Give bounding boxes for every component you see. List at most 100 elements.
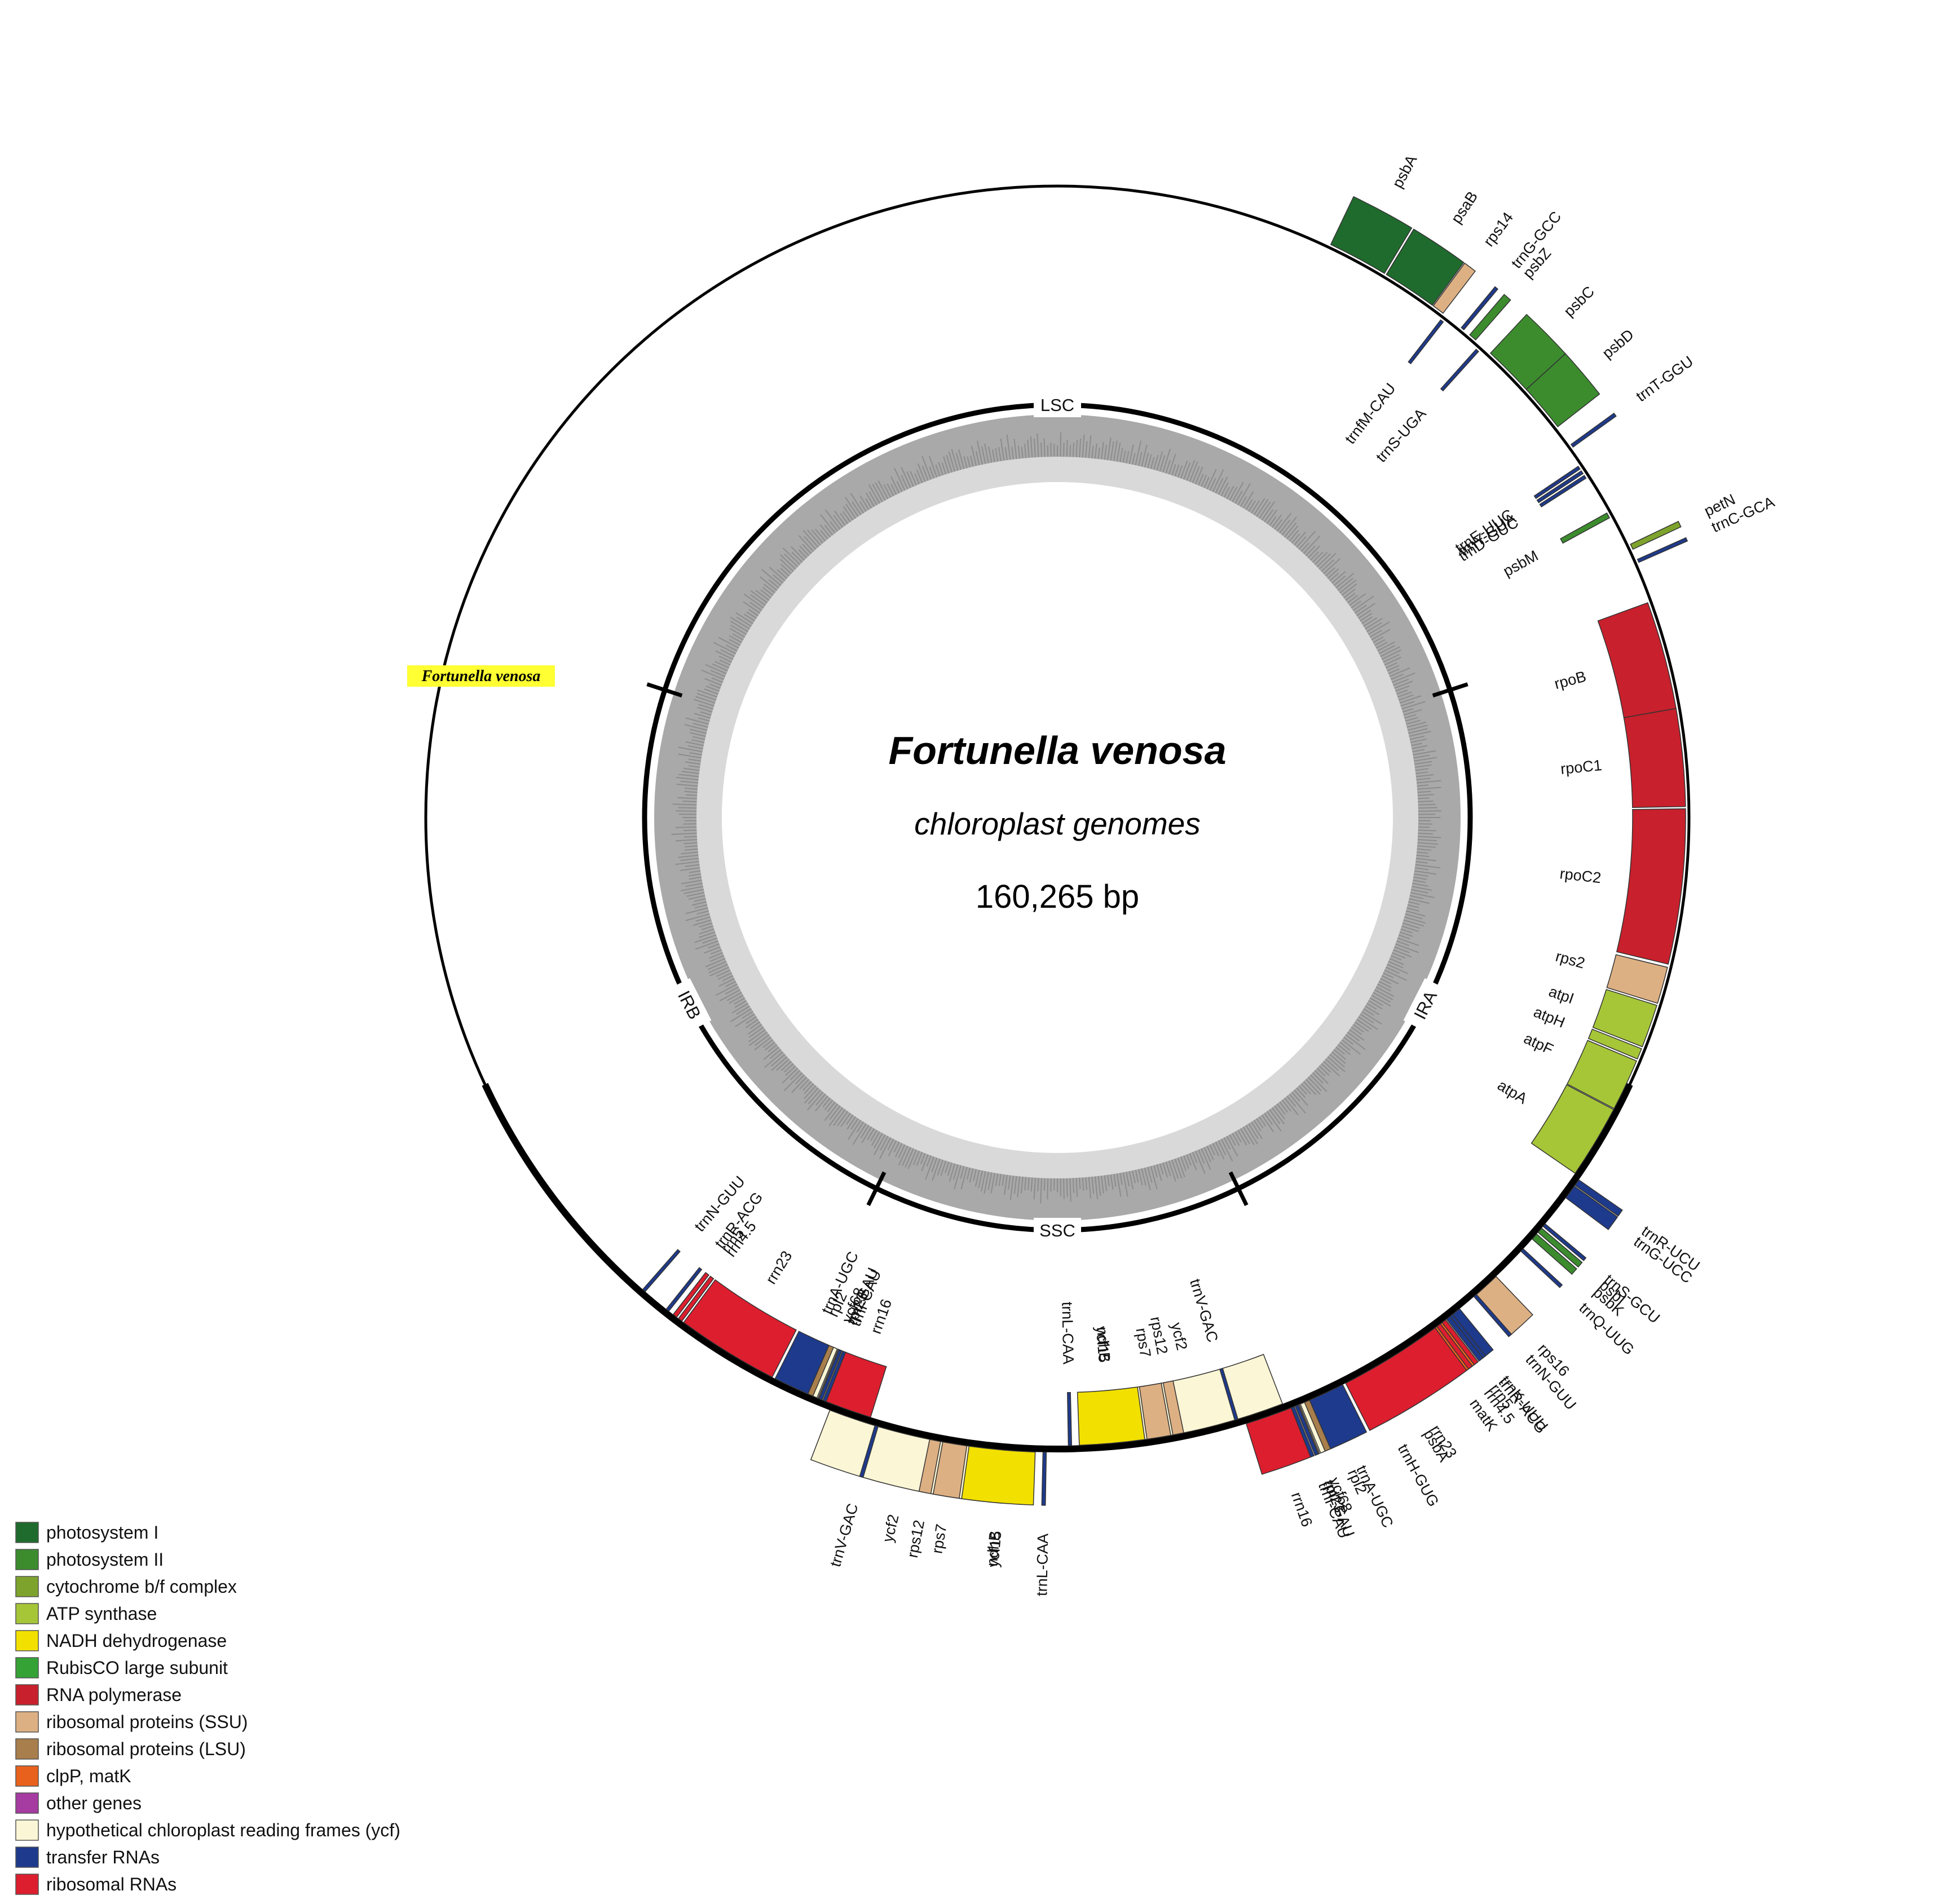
gc-spike <box>784 553 799 568</box>
gc-spike <box>1351 1026 1362 1035</box>
gc-spike <box>1366 622 1382 633</box>
gc-spike <box>1253 498 1265 515</box>
gc-spike <box>705 958 726 968</box>
gc-spike <box>1356 603 1375 616</box>
gc-spike <box>1291 533 1300 544</box>
gc-spike <box>719 659 731 666</box>
gc-spike <box>780 563 792 575</box>
gc-spike <box>1415 861 1428 864</box>
gc-spike <box>1248 1123 1259 1139</box>
gc-spike <box>1409 895 1424 899</box>
gc-spike <box>896 481 903 492</box>
gc-spike <box>1234 491 1243 504</box>
gc-spike <box>1410 738 1427 743</box>
gc-spike <box>1417 848 1431 851</box>
gc-spike <box>1406 907 1419 912</box>
gc-spike <box>1368 1000 1383 1010</box>
gc-spike <box>1013 438 1017 460</box>
gc-spike <box>1168 1160 1176 1182</box>
gc-spike <box>1189 1153 1197 1170</box>
gc-spike <box>678 854 699 858</box>
gc-spike <box>693 919 712 926</box>
gc-spike <box>1030 1177 1033 1192</box>
gene-block-trna-ugc <box>774 1331 830 1395</box>
gc-spike <box>777 569 788 579</box>
gc-spike <box>1245 1125 1258 1145</box>
gc-spike <box>1407 725 1428 731</box>
gc-spike <box>824 509 841 530</box>
gc-spike <box>1361 616 1373 624</box>
gc-spike <box>822 1097 831 1107</box>
gc-spike <box>1390 674 1404 681</box>
gc-spike <box>749 1021 761 1030</box>
gc-spike <box>780 559 794 572</box>
gc-spike <box>1329 1054 1345 1068</box>
gc-spike <box>1075 440 1078 457</box>
gc-spike <box>814 528 826 542</box>
gc-spike <box>902 1147 911 1166</box>
gc-spike <box>1085 1177 1087 1190</box>
gene-block-trnd-guc <box>1539 475 1587 507</box>
gc-spike <box>1153 454 1159 470</box>
gc-spike <box>1298 1085 1307 1095</box>
gc-spike <box>966 1167 971 1180</box>
gc-spike <box>697 690 718 698</box>
legend-label: ribosomal proteins (SSU) <box>46 1712 248 1732</box>
gc-spike <box>807 529 821 546</box>
gc-spike <box>1401 701 1426 710</box>
gc-spike <box>1412 882 1428 887</box>
gc-spike <box>1002 1174 1005 1186</box>
gc-spike <box>1027 439 1030 458</box>
gc-spike <box>1000 439 1005 461</box>
gene-block-trnr-acg <box>665 1267 703 1312</box>
gc-spike <box>704 678 722 686</box>
gc-spike <box>746 1016 757 1024</box>
gc-spike <box>824 1099 834 1111</box>
ir-arc <box>482 1083 1057 1452</box>
gc-spike <box>1088 435 1092 458</box>
gc-spike <box>1223 487 1231 498</box>
gc-spike <box>701 925 713 930</box>
gc-spike <box>1335 1046 1346 1055</box>
gc-spike <box>1325 1058 1339 1071</box>
gc-spike <box>726 992 742 1001</box>
gc-spike <box>689 752 702 756</box>
gc-spike <box>718 637 739 649</box>
gc-spike <box>1040 1178 1043 1204</box>
gene-label-rrn16: rrn16 <box>1288 1490 1316 1529</box>
gc-spike <box>1407 904 1419 908</box>
legend-swatch <box>15 1711 39 1733</box>
gc-spike <box>1375 642 1388 649</box>
gc-spike <box>671 832 697 835</box>
gc-spike <box>680 886 703 891</box>
gc-spike <box>1132 1170 1136 1183</box>
gc-spike <box>1017 1176 1021 1198</box>
gc-spike <box>1215 1141 1225 1160</box>
gene-block-trnv-gac <box>859 1425 879 1478</box>
gc-spike <box>730 616 750 630</box>
gc-spike <box>708 964 728 974</box>
gc-spike <box>1331 1051 1346 1064</box>
gc-spike <box>1284 522 1297 538</box>
gc-spike <box>1003 1174 1008 1195</box>
gc-spike <box>1345 593 1356 601</box>
gene-block-psbd <box>1525 353 1600 427</box>
gc-spike <box>1269 1109 1281 1124</box>
legend-label: cytochrome b/f complex <box>46 1576 237 1597</box>
gc-spike <box>843 506 854 521</box>
gc-spike <box>1271 1107 1285 1125</box>
gc-spike <box>1251 500 1260 514</box>
gc-spike <box>734 1000 747 1008</box>
gc-spike <box>711 949 722 955</box>
gc-spike <box>1318 553 1337 570</box>
gc-spike <box>837 1111 849 1127</box>
gc-spike <box>1381 975 1399 984</box>
gene-block-trnr-acg <box>1449 1314 1487 1359</box>
gene-label-ndhb: ndhB <box>984 1530 1003 1567</box>
gc-spike <box>955 453 962 470</box>
gc-spike <box>1331 571 1346 584</box>
gc-spike <box>698 717 710 722</box>
gc-spike <box>1085 441 1088 458</box>
gene-block-atpf <box>1566 1040 1637 1110</box>
gc-spike <box>782 1067 799 1084</box>
